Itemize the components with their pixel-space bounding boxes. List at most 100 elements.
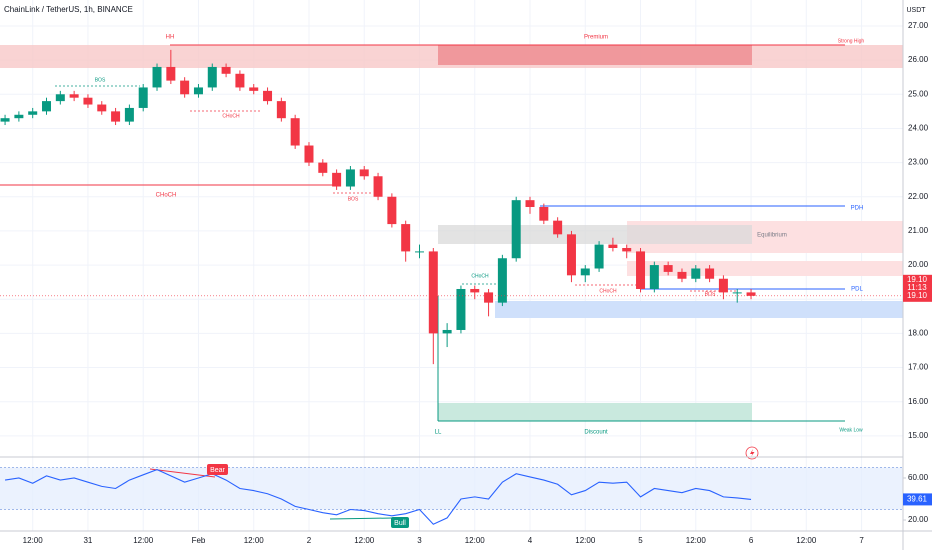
y-tick-label: 25.00 <box>908 89 929 98</box>
candle-body <box>124 107 134 122</box>
candle-body <box>332 172 342 187</box>
demand-zone <box>495 301 903 318</box>
candle-body <box>83 97 93 105</box>
x-tick-label: 6 <box>749 536 754 545</box>
label: CHoCH <box>471 273 489 279</box>
candle-body <box>111 111 121 122</box>
x-tick-label: 3 <box>417 536 422 545</box>
candle-body <box>608 244 618 248</box>
alert-icon <box>750 449 755 457</box>
candle-body <box>580 268 590 276</box>
x-tick-label: 12:00 <box>244 536 265 545</box>
label: Discount <box>584 430 608 436</box>
premium-core <box>438 45 752 65</box>
x-tick-label: 7 <box>859 536 864 545</box>
x-tick-label: 12:00 <box>686 536 707 545</box>
candle-body <box>705 268 715 279</box>
candle-body <box>69 94 79 98</box>
candle-body <box>539 207 549 221</box>
axes: 12:00 31 12:00 Feb 12:00 2 12:00 3 12:00 4 12:00 5 1… <box>23 21 932 545</box>
y-tick-label: 17.00 <box>908 363 929 372</box>
rsi <box>4 468 752 525</box>
label: LL <box>435 430 442 436</box>
rsi-tick-label: 60.00 <box>908 473 929 482</box>
header: ChainLink / TetherUS, 1h, BINANCE <box>4 5 133 14</box>
candle-body <box>249 87 259 91</box>
candle-body <box>677 271 687 279</box>
rsi-tag-label: 39.61 <box>907 495 928 504</box>
candle-body <box>235 73 245 88</box>
y-tick-label: 22.00 <box>908 192 929 201</box>
candle-body <box>318 162 328 173</box>
label: PDH <box>851 206 864 212</box>
equilibrium-zone <box>438 225 752 244</box>
candle-body <box>193 87 203 95</box>
candle-body <box>553 220 563 235</box>
candle-body <box>511 200 521 259</box>
candle-body <box>718 278 728 293</box>
y-tick-label: 21.00 <box>908 226 929 235</box>
y-tick-label: 26.00 <box>908 55 929 64</box>
countdown: 11:13 <box>907 283 927 292</box>
candle-body <box>290 118 300 146</box>
candle-body <box>263 90 273 102</box>
candle-body <box>373 176 383 197</box>
candle-body <box>663 265 673 272</box>
candle-body <box>442 329 452 334</box>
candle-body <box>525 200 535 208</box>
candle-body <box>387 196 397 225</box>
label: Strong High <box>838 38 865 44</box>
x-tick-label: 12:00 <box>354 536 375 545</box>
label: BOS <box>705 291 716 297</box>
candle-body <box>414 251 424 253</box>
x-tick-label: 12:00 <box>575 536 596 545</box>
candle-body <box>345 169 355 187</box>
candle-body <box>180 80 190 95</box>
candle-body <box>428 251 438 334</box>
label: Equilibrium <box>757 233 787 239</box>
candle-body <box>42 101 52 112</box>
candle-body <box>166 66 176 81</box>
unit: USDT <box>906 7 926 14</box>
y-tick-label: 16.00 <box>908 397 929 406</box>
candle-body <box>649 265 659 289</box>
label: PDL <box>851 287 863 293</box>
candle-body <box>359 169 369 177</box>
discount-zone <box>438 403 752 421</box>
bear-tag <box>207 464 228 475</box>
candle-body <box>14 114 24 119</box>
x-tick-label: 12:00 <box>796 536 817 545</box>
y-tick-label: 20.00 <box>908 260 929 269</box>
candle-body <box>28 111 38 115</box>
label: HH <box>166 35 175 41</box>
label: CHoCH <box>599 288 617 294</box>
candle-body <box>691 268 701 279</box>
candle-body <box>746 292 756 296</box>
candle-body <box>622 247 632 252</box>
label: CHoCH <box>222 113 240 119</box>
x-tick-label: Feb <box>192 536 206 545</box>
y-tick-label: 24.00 <box>908 124 929 133</box>
candle-body <box>636 251 646 289</box>
candles <box>0 49 903 365</box>
price-tag <box>903 274 932 302</box>
x-tick-label: 5 <box>638 536 643 545</box>
divergence-line <box>329 517 394 520</box>
x-tick-label: 4 <box>528 536 533 545</box>
candle-body <box>304 145 314 163</box>
rsi-tag <box>903 493 932 506</box>
x-tick-label: 31 <box>83 536 92 545</box>
x-tick-label: 12:00 <box>23 536 44 545</box>
label: BOS <box>95 77 106 83</box>
candle-body <box>207 66 217 88</box>
y-tick-label: 18.00 <box>908 329 929 338</box>
candle-body <box>0 118 10 122</box>
candle-body <box>401 224 411 252</box>
rsi-line <box>4 468 752 525</box>
x-tick-label: 12:00 <box>465 536 486 545</box>
candle-body <box>138 87 148 108</box>
label: Bull <box>394 520 406 527</box>
x-tick-label: 12:00 <box>133 536 154 545</box>
candle-body <box>456 288 466 330</box>
